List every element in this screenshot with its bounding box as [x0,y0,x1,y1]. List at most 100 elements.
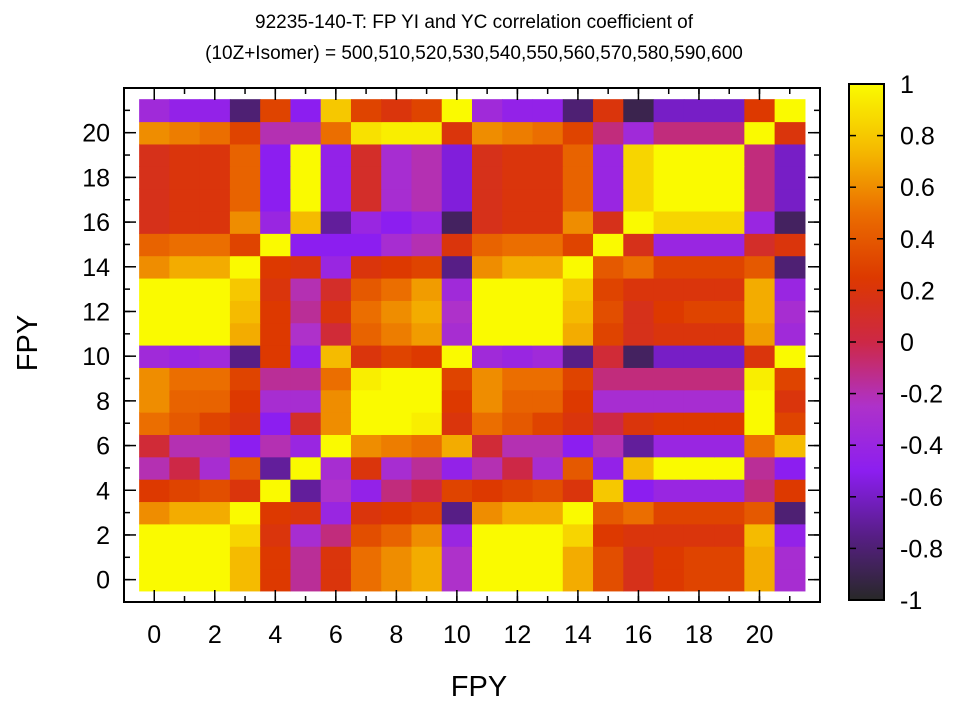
heatmap-cell [441,188,473,212]
heatmap-cell [290,456,322,480]
heatmap-cell [411,568,443,592]
x-tick-label: 16 [625,621,653,649]
heatmap-cell [411,188,443,212]
heatmap-cell [441,121,473,145]
heatmap-cell [593,568,624,592]
heatmap-cell [199,322,231,346]
heatmap-cell [744,210,776,234]
heatmap-cell [199,412,231,435]
heatmap-cell [411,166,443,190]
heatmap-cell [562,568,594,592]
heatmap-cell [350,367,382,391]
heatmap-cell [472,523,503,547]
heatmap-cell [381,434,413,458]
heatmap-cell [350,456,382,480]
heatmap-cell [320,434,352,458]
heatmap-cell [532,389,564,413]
heatmap-cell [199,233,231,257]
heatmap-cell [290,412,322,435]
heatmap-cell [623,367,655,391]
heatmap-cell [411,345,443,368]
heatmap-cell [441,412,473,435]
heatmap-cell [199,99,231,123]
heatmap-cell [774,568,806,592]
heatmap-cell [593,277,624,301]
chart-title-line1: 92235-140-T: FP YI and YC correlation co… [255,12,694,33]
heatmap-cell [290,99,322,123]
heatmap-cell [532,188,564,212]
heatmap-cell [472,568,503,592]
heatmap-cell [229,277,261,301]
heatmap-cell [472,210,503,234]
heatmap-cell [502,166,534,190]
heatmap-cell [260,188,292,212]
heatmap-cell [714,479,745,503]
heatmap-cell [350,412,382,435]
heatmap-cell [744,367,776,391]
heatmap-cell [653,255,685,279]
heatmap-cell [441,456,473,480]
heatmap-cell [653,143,685,167]
heatmap-cell [229,501,261,525]
heatmap-cell [139,210,170,234]
heatmap-cell [350,166,382,190]
heatmap-cell [502,412,534,435]
heatmap-cell [411,322,443,346]
heatmap-cell [683,345,715,368]
heatmap-cell [562,166,594,190]
y-tick-label: 10 [82,343,110,371]
heatmap-cell [774,277,806,301]
heatmap-cell [290,255,322,279]
heatmap-cell [623,434,655,458]
heatmap-cell [472,121,503,145]
heatmap-cell [139,523,170,547]
y-tick-label: 20 [82,120,110,148]
x-tick-label: 14 [564,621,592,649]
heatmap-cell [320,523,352,547]
heatmap-cell [472,546,503,570]
heatmap-cell [502,277,534,301]
heatmap-cell [169,568,201,592]
heatmap-cell [350,568,382,592]
heatmap-cell [260,367,292,391]
heatmap-cell [562,143,594,167]
heatmap-cell [532,233,564,257]
heatmap-cell [260,143,292,167]
heatmap-cell [139,479,170,503]
heatmap-cell [562,322,594,346]
heatmap-cell [411,143,443,167]
heatmap-cell [139,345,170,368]
heatmap-cell [350,121,382,145]
heatmap-cell [441,99,473,123]
heatmap-cell [623,345,655,368]
heatmap-cell [411,412,443,435]
heatmap-cell [683,277,715,301]
heatmap-cell [411,389,443,413]
colorbar-tick-label: -0.2 [900,381,943,409]
heatmap-cell [744,412,776,435]
heatmap-cell [653,322,685,346]
heatmap-cell [199,523,231,547]
y-tick-label: 16 [82,209,110,237]
heatmap-cell [229,322,261,346]
heatmap-cell [229,143,261,167]
heatmap-cell [774,210,806,234]
heatmap-cell [774,546,806,570]
heatmap-cell [653,367,685,391]
heatmap-cell [320,546,352,570]
x-tick-label: 12 [503,621,531,649]
heatmap-cell [229,300,261,324]
heatmap-cell [714,233,745,257]
heatmap-cell [350,233,382,257]
heatmap-cell [683,479,715,503]
heatmap-cell [290,210,322,234]
heatmap-cell [350,389,382,413]
heatmap-cell [562,255,594,279]
heatmap-cell [774,143,806,167]
heatmap-cell [199,568,231,592]
heatmap-cell [683,568,715,592]
heatmap-cell [320,255,352,279]
heatmap-cell [381,300,413,324]
heatmap-cell [199,121,231,145]
heatmap-cell [229,121,261,145]
